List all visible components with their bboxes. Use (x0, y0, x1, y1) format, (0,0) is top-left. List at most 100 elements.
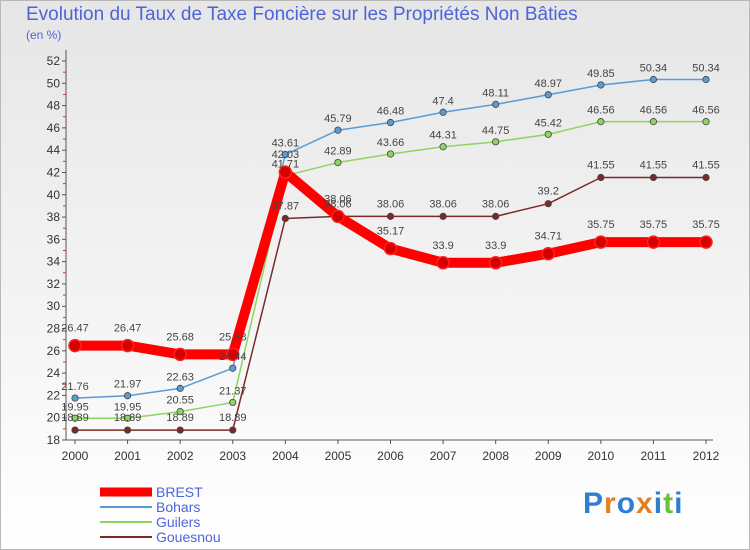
x-tick-label: 2010 (587, 449, 614, 463)
data-point-gouesnou (544, 200, 552, 208)
data-label-gouesnou: 38.06 (377, 198, 405, 210)
data-label-bohars: 47.4 (432, 95, 453, 107)
legend-label-brest: BREST (156, 484, 203, 500)
data-label-guilers: 46.56 (640, 105, 668, 117)
data-label-bohars: 50.34 (640, 63, 668, 75)
data-point-brest (646, 235, 661, 249)
data-label-bohars: 24.44 (219, 351, 247, 363)
data-point-gouesnou (649, 173, 658, 182)
data-label-guilers: 20.55 (166, 395, 194, 407)
x-tick-label: 2004 (272, 449, 299, 463)
data-label-guilers: 45.42 (534, 117, 562, 129)
data-label-bohars: 48.97 (534, 78, 562, 90)
logo-letter: r (604, 487, 617, 520)
y-tick-label: 44 (47, 143, 61, 157)
data-point-guilers (123, 414, 132, 422)
logo-letter: P (583, 487, 605, 520)
data-point-guilers (334, 158, 342, 167)
data-point-bohars (702, 75, 710, 84)
x-tick-label: 2001 (114, 449, 141, 463)
data-point-gouesnou (71, 426, 79, 434)
logo-letter: i (674, 487, 684, 520)
data-point-brest (226, 347, 240, 362)
x-tick-label: 2009 (535, 449, 562, 463)
data-label-guilers: 44.31 (429, 130, 457, 142)
data-label-guilers: 19.95 (114, 401, 142, 413)
data-label-bohars: 49.85 (587, 68, 615, 80)
y-unit-label: (en %) (26, 28, 62, 42)
y-tick-label: 28 (47, 322, 61, 336)
data-point-guilers (176, 407, 184, 416)
x-tick-label: 2007 (430, 449, 457, 463)
data-point-brest (120, 338, 135, 353)
y-tick-label: 38 (47, 210, 61, 224)
data-label-brest: 34.71 (534, 231, 562, 243)
data-label-gouesnou: 38.06 (482, 198, 510, 210)
data-point-guilers (544, 130, 552, 138)
data-label-brest: 38.06 (324, 193, 352, 205)
x-tick-label: 2012 (693, 449, 720, 463)
data-point-bohars (229, 364, 237, 372)
x-tick-label: 2008 (482, 449, 509, 463)
data-label-gouesnou: 38.06 (324, 198, 352, 210)
y-tick-label: 20 (47, 411, 61, 425)
data-label-brest: 26.47 (61, 323, 89, 335)
x-tick-label: 2003 (219, 449, 246, 463)
data-label-guilers: 46.56 (692, 105, 720, 117)
x-tick-label: 2000 (62, 449, 89, 463)
y-tick-label: 22 (47, 388, 61, 402)
data-point-bohars (71, 394, 79, 402)
data-point-gouesnou (123, 426, 132, 434)
legend-label-bohars: Bohars (156, 499, 200, 515)
y-tick-label: 50 (47, 76, 61, 90)
logo-letter: o (616, 487, 637, 520)
chart-title: Evolution du Taux de Taxe Foncière sur l… (26, 4, 578, 25)
data-label-gouesnou: 18.89 (61, 412, 89, 424)
data-label-gouesnou: 37.87 (272, 201, 300, 213)
data-point-guilers (492, 138, 500, 146)
data-label-guilers: 41.71 (272, 159, 300, 171)
data-point-gouesnou (229, 426, 237, 434)
logo-letter: x (636, 487, 654, 520)
data-label-guilers: 43.66 (377, 137, 405, 149)
data-label-bohars: 50.34 (692, 63, 720, 75)
data-point-guilers (386, 150, 395, 158)
y-tick-label: 36 (47, 232, 61, 246)
data-point-brest (541, 246, 555, 261)
data-label-gouesnou: 18.89 (219, 412, 247, 424)
data-point-guilers (439, 143, 447, 151)
data-point-bohars (386, 118, 395, 127)
data-label-brest: 35.75 (640, 219, 668, 231)
data-label-bohars: 46.48 (377, 106, 405, 118)
y-tick-label: 24 (47, 366, 61, 380)
data-label-gouesnou: 38.06 (429, 198, 457, 210)
data-label-gouesnou: 41.55 (640, 159, 668, 171)
data-point-brest (488, 256, 503, 270)
data-point-guilers (649, 118, 658, 126)
data-label-guilers: 42.89 (324, 146, 352, 158)
y-tick-label: 32 (47, 277, 61, 291)
data-point-bohars (439, 108, 447, 116)
x-tick-label: 2002 (167, 449, 194, 463)
data-point-bohars (123, 392, 132, 400)
x-tick-label: 2011 (641, 449, 667, 463)
y-tick-label: 52 (47, 54, 61, 68)
data-point-guilers (71, 414, 79, 422)
data-point-bohars (597, 81, 605, 89)
data-label-gouesnou: 18.89 (166, 412, 194, 424)
data-label-brest: 25.68 (219, 331, 247, 343)
data-point-guilers (597, 118, 605, 126)
y-tick-label: 46 (47, 121, 61, 135)
proxiti-logo: Proxiti (583, 487, 683, 521)
data-label-brest: 33.9 (432, 240, 453, 252)
data-point-brest (173, 347, 187, 362)
data-point-brest (436, 256, 450, 270)
data-label-guilers: 44.75 (482, 125, 510, 137)
data-point-gouesnou (439, 212, 447, 220)
y-tick-label: 48 (47, 99, 61, 113)
y-tick-label: 30 (47, 299, 61, 313)
data-label-brest: 33.9 (485, 240, 506, 252)
data-label-gouesnou: 41.55 (692, 159, 720, 171)
